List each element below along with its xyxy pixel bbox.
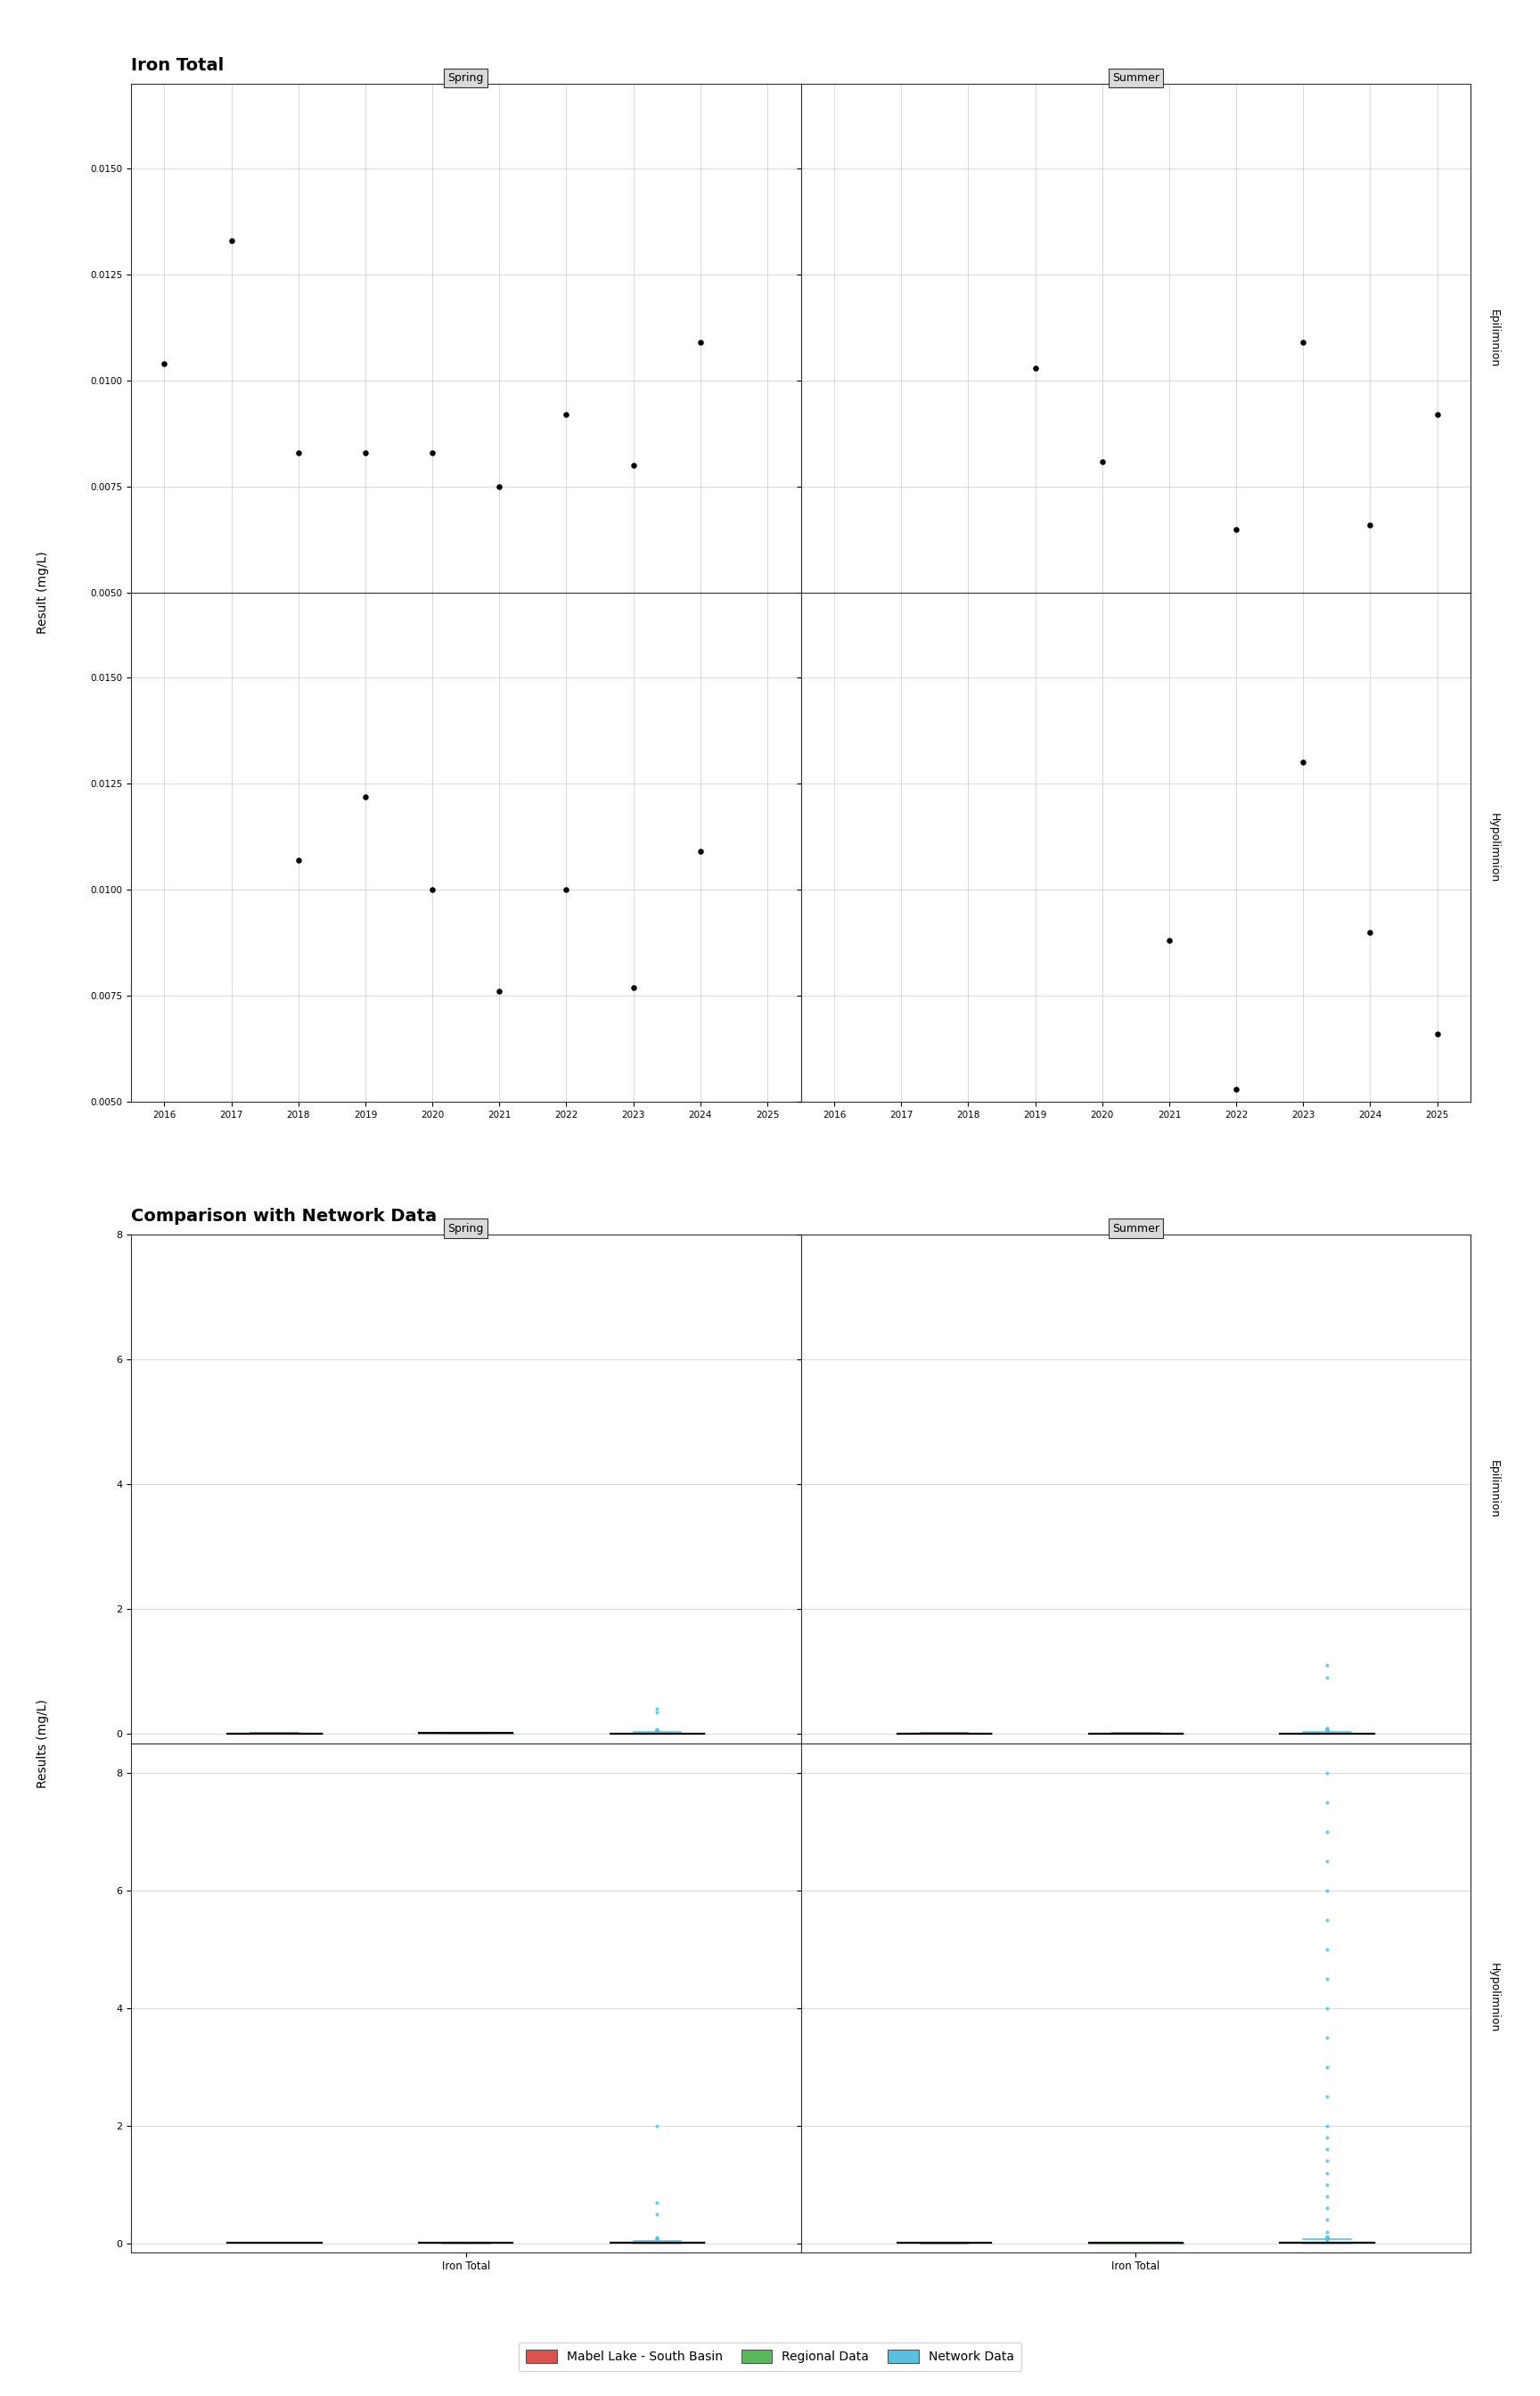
- Point: [1157, 922, 1181, 961]
- Point: [554, 395, 579, 434]
- Y-axis label: Hypolimnion: Hypolimnion: [1488, 812, 1500, 882]
- Point: [420, 870, 445, 908]
- Point: [1090, 1100, 1115, 1138]
- Point: [286, 434, 311, 472]
- Point: [487, 973, 511, 1011]
- Title: Spring: Spring: [448, 72, 484, 84]
- Y-axis label: Epilimnion: Epilimnion: [1488, 309, 1500, 367]
- Y-axis label: Epilimnion: Epilimnion: [1488, 1459, 1500, 1517]
- Point: [1224, 510, 1249, 549]
- Point: [1424, 395, 1449, 434]
- Point: [487, 467, 511, 506]
- Point: [688, 831, 713, 870]
- Point: [621, 446, 645, 484]
- Point: [1291, 323, 1315, 362]
- Point: [353, 776, 377, 815]
- Point: [688, 323, 713, 362]
- Point: [1224, 1071, 1249, 1109]
- Point: [1291, 743, 1315, 781]
- Title: Summer: Summer: [1112, 1222, 1160, 1234]
- Title: Summer: Summer: [1112, 72, 1160, 84]
- Point: [621, 968, 645, 1006]
- Title: Spring: Spring: [448, 1222, 484, 1234]
- Y-axis label: Hypolimnion: Hypolimnion: [1488, 1962, 1500, 2032]
- Point: [1358, 913, 1383, 951]
- Text: Comparison with Network Data: Comparison with Network Data: [131, 1208, 437, 1224]
- Point: [219, 223, 243, 261]
- Point: [353, 434, 377, 472]
- Text: Iron Total: Iron Total: [131, 58, 223, 74]
- Text: Result (mg/L): Result (mg/L): [37, 551, 49, 635]
- Point: [420, 434, 445, 472]
- Point: [1358, 506, 1383, 544]
- Text: Results (mg/L): Results (mg/L): [37, 1699, 49, 1787]
- Point: [1424, 1016, 1449, 1054]
- Point: [152, 345, 177, 383]
- Point: [554, 870, 579, 908]
- Point: [1023, 350, 1047, 388]
- Legend: Mabel Lake - South Basin, Regional Data, Network Data: Mabel Lake - South Basin, Regional Data,…: [519, 2343, 1021, 2370]
- Point: [1090, 443, 1115, 482]
- Point: [286, 841, 311, 879]
